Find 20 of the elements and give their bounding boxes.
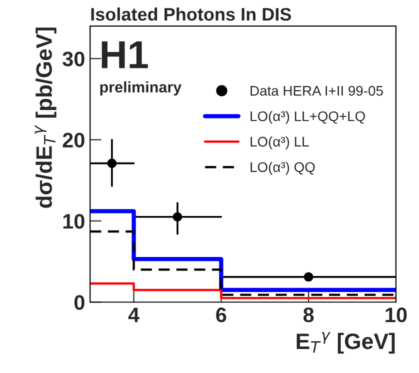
point — [172, 212, 182, 222]
y-tick-label: 30 — [62, 52, 84, 66]
x-tick-label: 4 — [128, 308, 140, 322]
x-tick-label: 8 — [303, 308, 314, 322]
y-tick-label: 10 — [63, 214, 84, 229]
point — [107, 158, 117, 168]
x-axis-title: E$_{T}$$^{γ}$ [GeV] — [296, 332, 395, 354]
y-axis-title: dσ/dE$_{T}$$^{γ}$ [pb/GeV] — [34, 28, 56, 208]
legend-label: Data HERA I+II 99-05 — [250, 86, 383, 96]
annotation: H1 — [102, 41, 148, 68]
point — [304, 272, 314, 282]
legend-label: LO(α³) LL+QQ+LQ — [250, 110, 365, 124]
annotation: preliminary — [100, 81, 182, 96]
x-tick-label: 6 — [216, 308, 226, 322]
legend-label: LO(α³) LL — [250, 136, 309, 150]
x-tick-label: 10 — [386, 308, 407, 322]
chart-title: Isolated Photons In DIS — [91, 7, 292, 21]
legend-label: LO(α³) QQ — [250, 162, 315, 175]
y-tick-label: 0 — [74, 295, 84, 310]
y-tick-label: 20 — [62, 132, 84, 148]
